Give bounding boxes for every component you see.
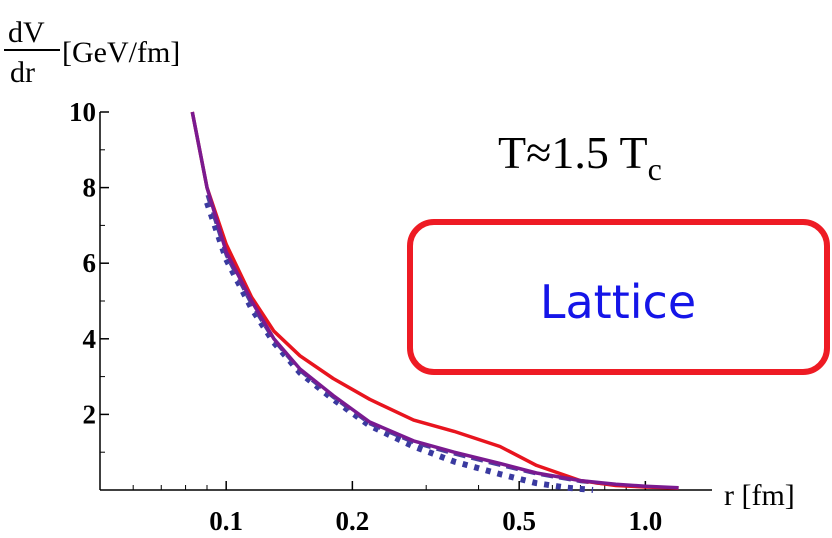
lattice-box (407, 219, 830, 375)
y-tick-label: 10 (69, 97, 96, 127)
series-group (190, 111, 679, 493)
x-tick-label: 0.2 (335, 506, 369, 536)
x-ticks: 0.1 0.2 0.5 1.0 (132, 481, 662, 536)
y-label-denominator: dr (10, 56, 35, 89)
temperature-annotation: T≈1.5 Tc (498, 127, 662, 187)
x-tick-label: 0.5 (502, 506, 536, 536)
x-tick-label: 1.0 (628, 506, 662, 536)
y-label-unit: [GeV/fm] (62, 36, 180, 69)
temperature-main: T≈1.5 T (498, 127, 648, 178)
y-tick-label: 8 (83, 173, 97, 203)
temperature-subscript: c (648, 151, 662, 187)
y-label-numerator: dV (8, 16, 45, 49)
y-axis-label: dV dr [GeV/fm] (4, 16, 180, 89)
y-tick-label: 6 (83, 248, 97, 278)
lattice-label: Lattice (540, 275, 696, 329)
y-ticks: 2 4 6 8 10 (69, 97, 109, 453)
y-tick-label: 2 (83, 399, 97, 429)
x-axis-label: r [fm] (724, 479, 795, 512)
series-line-dotted (204, 201, 594, 493)
x-tick-label: 0.1 (209, 506, 243, 536)
series-line-purple (190, 111, 679, 490)
y-tick-label: 4 (83, 324, 97, 354)
